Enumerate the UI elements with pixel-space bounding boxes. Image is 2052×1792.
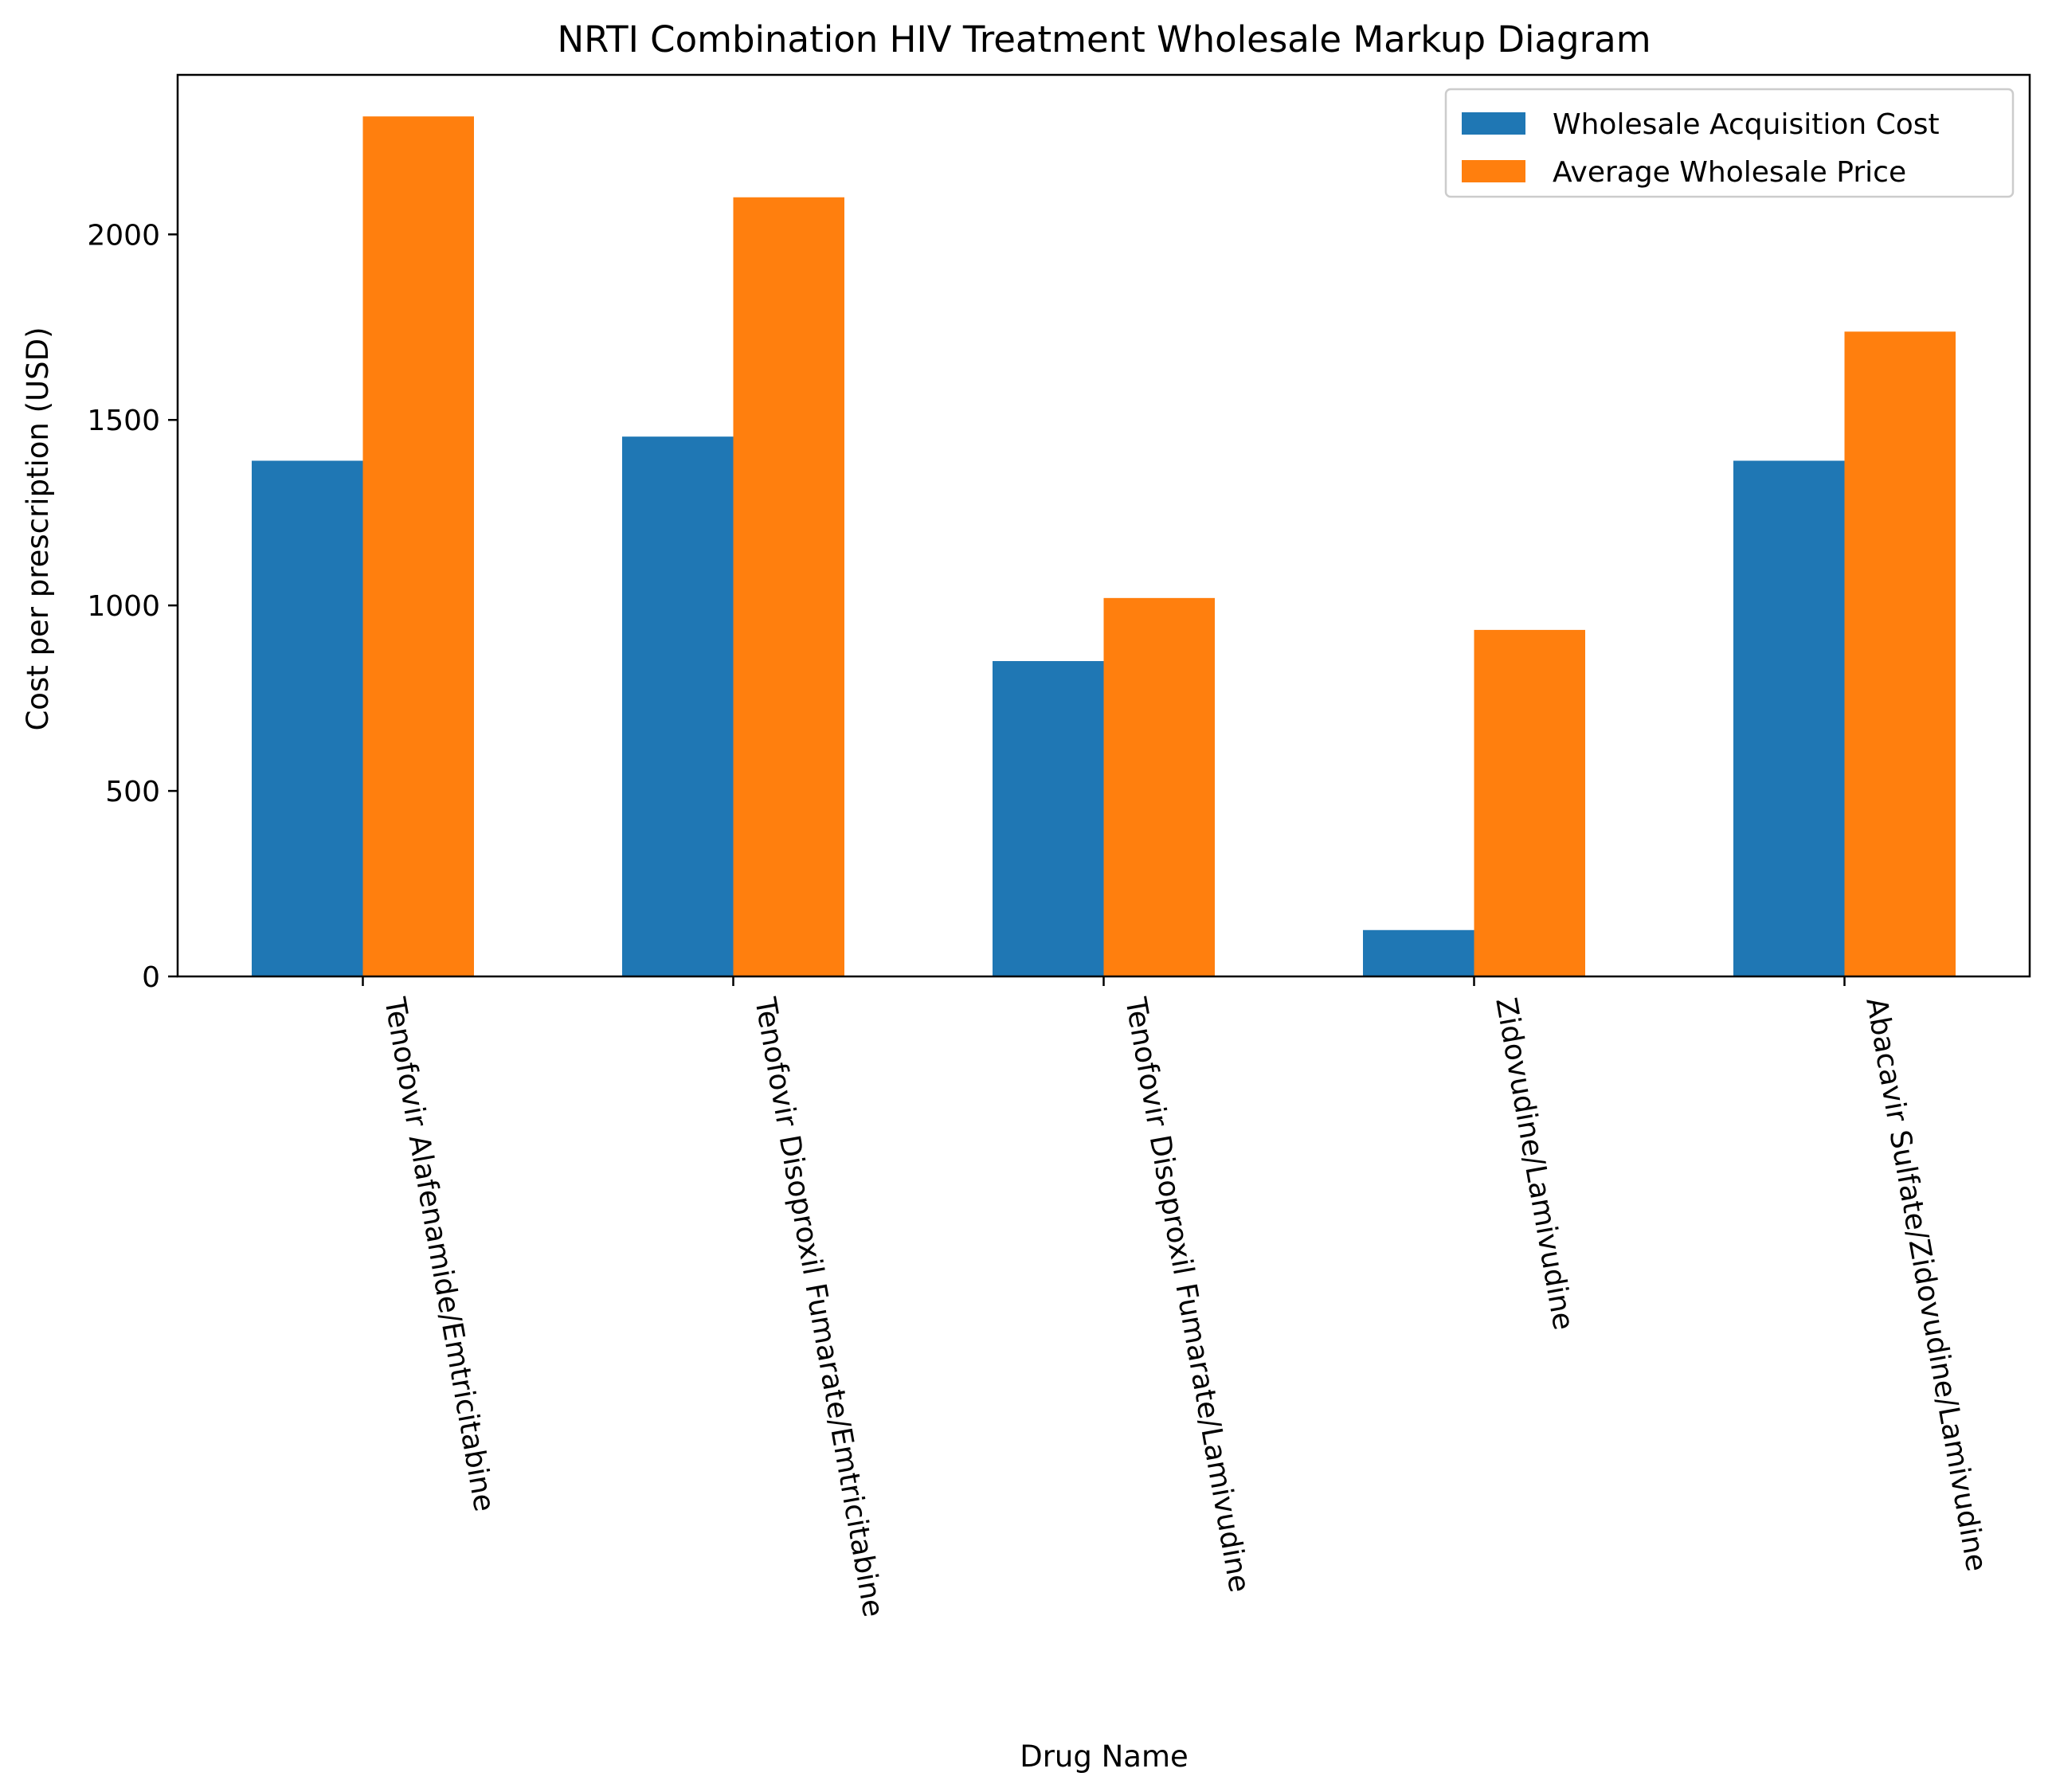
bar <box>1474 629 1585 976</box>
series-0 <box>252 436 1845 976</box>
x-axis-label: Drug Name <box>1020 1739 1189 1774</box>
legend-swatch <box>1462 160 1525 182</box>
bar <box>1103 597 1215 976</box>
legend-label: Average Wholesale Price <box>1553 156 1906 189</box>
chart-title: NRTI Combination HIV Treatment Wholesale… <box>557 18 1651 61</box>
bar <box>1363 929 1474 976</box>
y-tick-label: 1500 <box>87 405 160 437</box>
x-tick-label: Tenofovir Disoproxil Fumarate/Emtricitab… <box>748 995 889 1620</box>
bar <box>362 116 474 977</box>
y-tick-label: 1000 <box>87 590 160 623</box>
bar <box>622 436 734 976</box>
x-tick-label: Zidovudine/Lamivudine <box>1489 996 1580 1332</box>
y-tick-label: 0 <box>142 961 160 994</box>
bar <box>993 661 1104 976</box>
bar <box>733 197 844 976</box>
bars-layer <box>252 116 1956 977</box>
bar <box>1733 460 1845 976</box>
x-tick-label: Abacavir Sulfate/Zidovudine/Lamivudine <box>1859 996 1992 1575</box>
y-tick-label: 2000 <box>87 219 160 252</box>
legend-label: Wholesale Acquisition Cost <box>1553 108 1940 141</box>
y-tick-label: 500 <box>105 776 160 808</box>
legend-swatch <box>1462 112 1525 135</box>
y-axis-label: Cost per prescription (USD) <box>21 327 55 730</box>
x-tick-label: Tenofovir Disoproxil Fumarate/Lamivudine <box>1118 995 1255 1595</box>
legend: Wholesale Acquisition Cost Average Wholes… <box>1444 88 2015 198</box>
x-tick-label: Tenofovir Alafenamide/Emtricitabine <box>378 995 500 1514</box>
bar <box>1844 331 1956 977</box>
bar <box>252 460 363 976</box>
series-1 <box>362 116 1956 977</box>
legend-box <box>1444 88 2015 198</box>
